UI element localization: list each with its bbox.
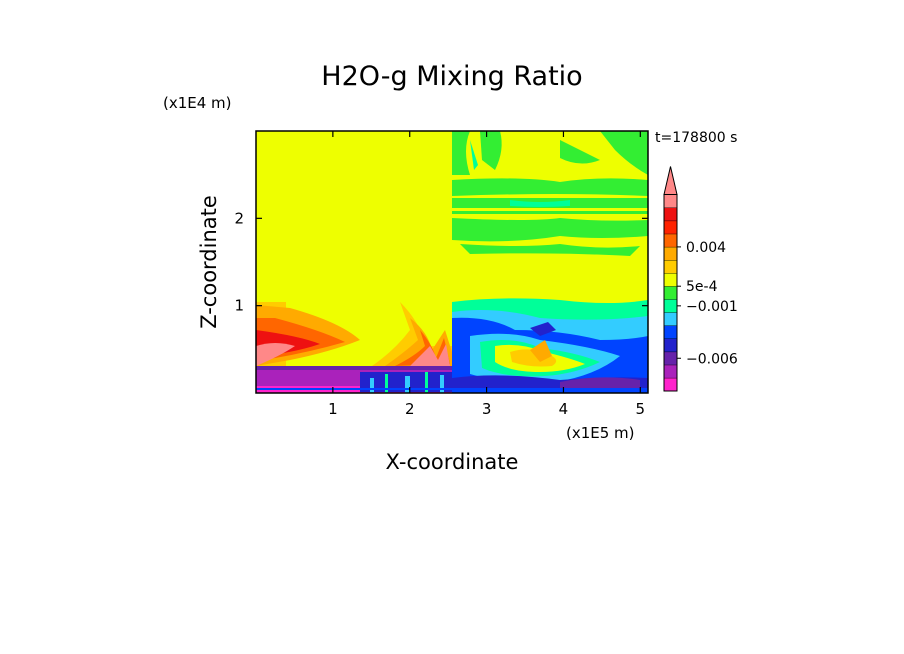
x-unit-label: (x1E5 m) [566,424,635,442]
y-axis-ticks: 12 [234,209,648,315]
colorbar-segment [664,233,677,247]
colorbar-segment [664,338,677,352]
colorbar-frame [663,194,678,392]
y-unit-label: (x1E4 m) [163,94,232,112]
colorbar-segment [664,364,677,378]
colorbar-segment [664,260,677,274]
y-axis-label: Z-coordinate [197,195,221,329]
colorbar-segment [664,207,677,221]
x-axis-ticks: 1 2 3 4 5 [328,131,645,418]
colorbar-label: 5e-4 [686,279,718,295]
x-tick-label: 2 [405,400,415,418]
colorbar-segment [664,194,677,208]
plot-frame [255,130,649,394]
colorbar-label: 0.004 [686,240,726,256]
colorbar-segment [664,325,677,339]
chart-title: H2O-g Mixing Ratio [321,61,582,92]
colorbar-label: −0.001 [686,299,738,315]
colorbar-label: −0.006 [686,351,738,367]
colorbar-segment [664,246,677,260]
x-tick-label: 1 [328,400,338,418]
colorbar-segment [664,377,677,391]
colorbar: 0.004 5e-4 −0.001 −0.006 [663,166,738,392]
colorbar-segment [664,351,677,365]
x-tick-label: 4 [559,400,569,418]
contour-field [256,131,648,393]
x-tick-label: 3 [482,400,492,418]
y-tick-label: 2 [234,209,244,227]
colorbar-segment [664,273,677,287]
colorbar-segment [664,220,677,234]
colorbar-extend-arrow [663,166,678,195]
time-label: t=178800 s [655,130,737,146]
x-tick-label: 5 [636,400,646,418]
colorbar-segment [664,312,677,326]
y-tick-label: 1 [234,297,244,315]
colorbar-segment [664,299,677,313]
colorbar-segment [664,286,677,300]
x-axis-label: X-coordinate [386,450,519,474]
